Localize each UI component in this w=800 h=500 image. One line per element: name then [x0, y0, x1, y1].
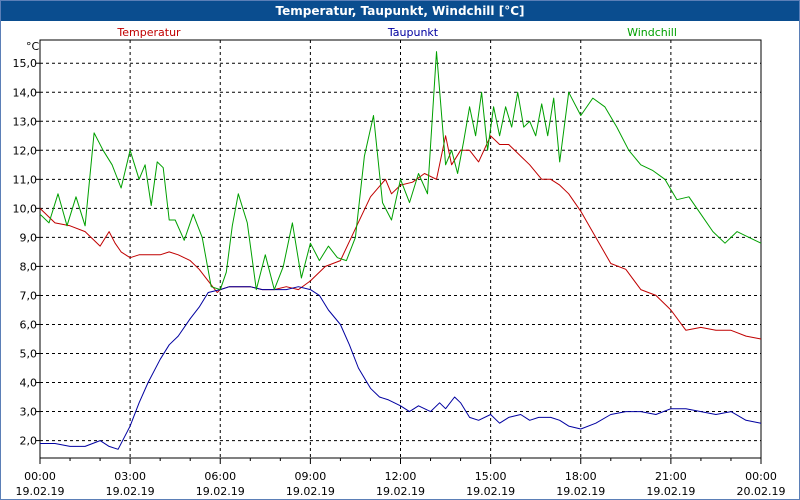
x-tick-date-label: 19.02.19 [106, 485, 155, 498]
legend-entry-windchill: Windchill [627, 26, 677, 39]
x-tick-date-label: 19.02.19 [376, 485, 425, 498]
series-line-windchill [39, 51, 762, 291]
y-tick-label: 9,0 [20, 231, 38, 244]
series-lines [39, 51, 762, 450]
y-tick-label: 13,0 [13, 115, 38, 128]
x-tick-time-label: 15:00 [475, 470, 507, 483]
x-tick-time-label: 18:00 [565, 470, 597, 483]
y-tick-label: 14,0 [13, 86, 38, 99]
y-tick-label: 10,0 [13, 202, 38, 215]
x-tick-date-label: 19.02.19 [16, 485, 65, 498]
x-tick-time-label: 21:00 [655, 470, 687, 483]
y-tick-label: 11,0 [13, 173, 38, 186]
series-line-taupunkt [40, 286, 762, 450]
grid [40, 40, 761, 458]
x-tick-time-label: 12:00 [385, 470, 417, 483]
x-tick-date-label: 20.02.19 [737, 485, 786, 498]
y-tick-label: 7,0 [20, 289, 38, 302]
y-tick-label: 5,0 [20, 348, 38, 361]
legend: Temperatur Taupunkt Windchill [116, 26, 677, 39]
y-tick-label: 3,0 [20, 406, 38, 419]
y-tick-label: 6,0 [20, 318, 38, 331]
x-tick-time-label: 09:00 [295, 470, 327, 483]
series-line-temperatur [39, 135, 762, 340]
y-axis-unit-label: °C [26, 40, 40, 53]
x-axis-ticks: 00:00 19.02.19 03:00 19.02.19 06:00 19.02.19 0… [16, 458, 786, 498]
y-tick-label: 12,0 [13, 144, 38, 157]
y-tick-label: 15,0 [13, 57, 38, 70]
legend-entry-temperatur: Temperatur [116, 26, 181, 39]
x-tick-date-label: 19.02.19 [646, 485, 695, 498]
x-tick-time-label: 03:00 [114, 470, 146, 483]
legend-entry-taupunkt: Taupunkt [387, 26, 439, 39]
x-tick-date-label: 19.02.19 [286, 485, 335, 498]
x-tick-time-label: 00:00 [24, 470, 56, 483]
x-tick-time-label: 06:00 [204, 470, 236, 483]
y-axis-ticks: 2,0 3,0 4,0 5,0 6,0 7,0 8,0 9,0 10,0 11,0 12,0 13,0… [13, 57, 40, 448]
y-tick-label: 8,0 [20, 260, 38, 273]
y-tick-label: 2,0 [20, 435, 38, 448]
x-tick-time-label: 00:00 [745, 470, 777, 483]
x-tick-date-label: 19.02.19 [466, 485, 515, 498]
y-tick-label: 4,0 [20, 377, 38, 390]
chart-title: Temperatur, Taupunkt, Windchill [°C] [1, 1, 799, 21]
x-tick-date-label: 19.02.19 [196, 485, 245, 498]
x-tick-date-label: 19.02.19 [556, 485, 605, 498]
